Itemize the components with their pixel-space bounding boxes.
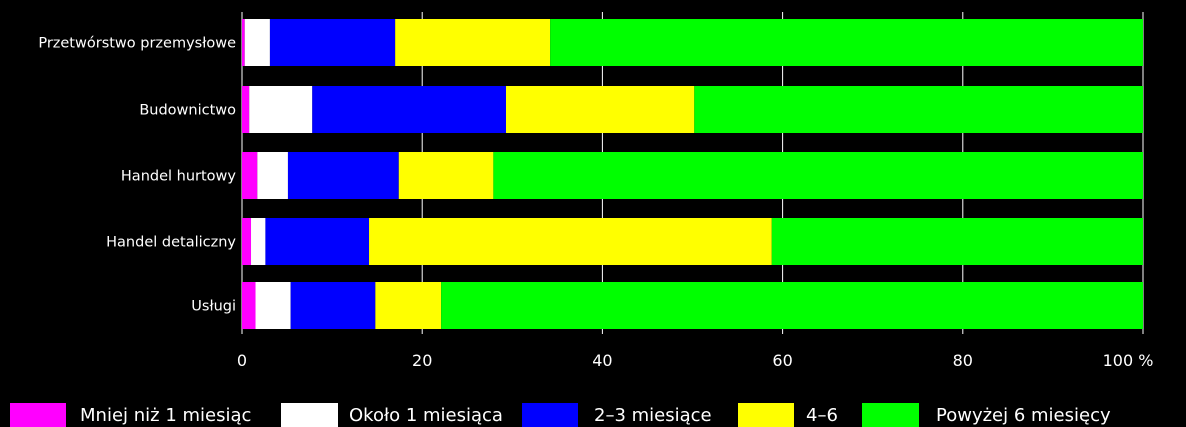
bar-segment: [395, 19, 551, 66]
tick-label: 80: [953, 351, 973, 370]
bar-segment: [312, 86, 506, 133]
category-label: Budownictwo: [139, 103, 236, 119]
bar-segment: [493, 152, 1143, 199]
bar-segment: [242, 282, 256, 329]
bar-segment: [242, 19, 245, 66]
category-labels: Przetwórstwo przemysłowe Budownictwo Hande…: [38, 36, 236, 315]
bar-segment: [244, 19, 270, 66]
bars: [242, 19, 1144, 329]
bar-segment: [255, 282, 291, 329]
legend-swatch: [522, 403, 578, 427]
legend-label: 4–6: [806, 405, 838, 426]
tick-label: 60: [772, 351, 792, 370]
bar-segment: [441, 282, 1144, 329]
bar-segment: [398, 152, 494, 199]
bar-segment: [242, 218, 252, 265]
bar-segment: [287, 152, 399, 199]
tick-label: 20: [412, 351, 432, 370]
tick-label: 0: [237, 351, 247, 370]
legend-swatch: [862, 403, 919, 427]
category-label: Usługi: [191, 299, 236, 315]
bar-segment: [694, 86, 1143, 133]
bar-segment: [369, 218, 772, 265]
bar-segment: [249, 86, 313, 133]
bar-segment: [257, 152, 288, 199]
legend-label: Mniej niż 1 miesiąc: [80, 405, 251, 426]
bar-segment: [265, 218, 370, 265]
bar-segment: [242, 86, 250, 133]
legend-label: 2–3 miesiące: [594, 405, 712, 426]
x-axis-ticks: 0 20 40 60 80 100 %: [237, 351, 1154, 370]
bar-segment: [771, 218, 1143, 265]
bar-segment: [290, 282, 376, 329]
bar-segment: [269, 19, 396, 66]
bar-segment: [375, 282, 442, 329]
legend-swatch: [281, 403, 338, 427]
category-label: Handel hurtowy: [121, 169, 236, 185]
bar-segment: [505, 86, 695, 133]
legend: Mniej niż 1 miesiąc Około 1 miesiąca 2–3 m…: [10, 403, 1111, 427]
bar-segment: [242, 152, 258, 199]
legend-swatch: [10, 403, 66, 427]
tick-label: 40: [592, 351, 612, 370]
legend-label: Około 1 miesiąca: [349, 405, 503, 426]
legend-label: Powyżej 6 miesięcy: [936, 405, 1111, 426]
legend-swatch: [738, 403, 794, 427]
bar-segment: [251, 218, 266, 265]
category-label: Przetwórstwo przemysłowe: [38, 36, 236, 52]
bar-segment: [550, 19, 1143, 66]
category-label: Handel detaliczny: [106, 235, 236, 251]
tick-label: 100 %: [1103, 351, 1154, 370]
